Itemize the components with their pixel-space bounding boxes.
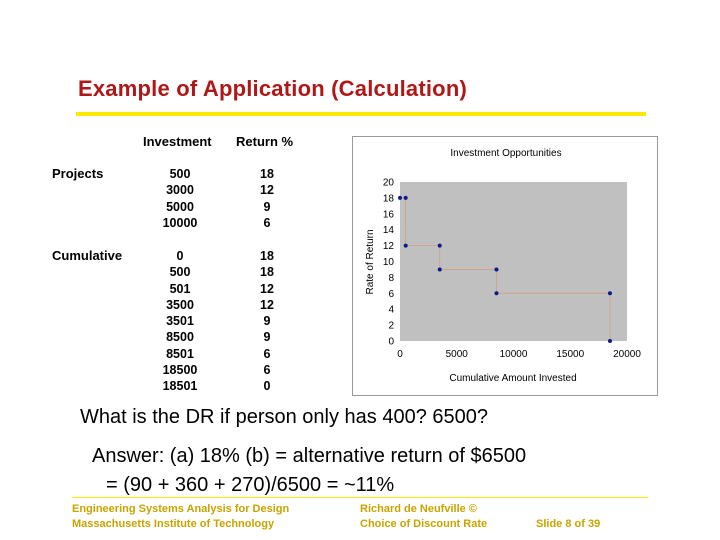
table-cell: 500	[169, 265, 191, 280]
y-tick-label: 10	[383, 257, 395, 268]
y-tick-label: 6	[388, 289, 394, 300]
y-tick-label: 2	[388, 321, 394, 332]
y-axis-label: Rate of Return	[365, 229, 376, 294]
footer-left: Engineering Systems Analysis for Design …	[72, 502, 289, 532]
table-cell: 6	[263, 215, 271, 230]
data-point	[494, 267, 499, 272]
table-cell: 3500	[166, 297, 194, 312]
table-cell: 9	[263, 314, 271, 329]
projects-investment-column: 500 3000 5000 10000	[150, 166, 210, 231]
table-cell: 6	[263, 363, 271, 378]
data-point	[403, 195, 408, 200]
x-tick-label: 10000	[500, 349, 528, 360]
cumulative-return-column: 18 18 12 12 9 9 6 6 0	[247, 248, 287, 395]
answer-line-2: = (90 + 360 + 270)/6500 = ~11%	[106, 474, 395, 496]
data-points	[398, 195, 612, 343]
table-cell: 9	[263, 199, 271, 214]
table-cell: 8500	[166, 330, 194, 345]
table-header-return: Return %	[236, 134, 294, 149]
investment-chart: Investment Opportunities Rate of Return …	[352, 136, 658, 396]
footer-institution: Massachusetts Institute of Technology	[72, 518, 275, 530]
table-cell: 501	[169, 281, 191, 296]
y-tick-label: 4	[388, 305, 394, 316]
y-tick-label: 8	[388, 273, 394, 284]
table-cell: 12	[260, 297, 274, 312]
y-tick-labels: 0 2 4 6 8 10 12 14 16 18 20	[383, 178, 395, 348]
plot-area	[400, 182, 627, 341]
title-underline	[76, 112, 646, 116]
table-cell: 18	[260, 249, 274, 263]
footer-rule	[72, 497, 648, 498]
step-lines	[400, 197, 611, 342]
table-cell: 18	[260, 167, 274, 181]
table-header-investment: Investment	[143, 134, 212, 149]
table-cell: 9	[263, 330, 271, 345]
footer-author: Richard de Neufville ©	[360, 503, 477, 515]
data-point	[403, 243, 408, 248]
table-cell: 6	[263, 346, 271, 361]
cumulative-investment-column: 0 500 501 3500 3501 8500 8501 18500 1850…	[150, 248, 210, 395]
table-cell: 10000	[162, 215, 198, 230]
x-tick-label: 0	[397, 349, 403, 360]
chart-title: Investment Opportunities	[450, 148, 561, 159]
y-tick-label: 18	[383, 193, 395, 204]
table-cell: 12	[260, 183, 274, 198]
table-cell: 12	[260, 281, 274, 296]
slide-title: Example of Application (Calculation)	[78, 76, 467, 101]
table-cell: 5000	[166, 199, 194, 214]
x-tick-label: 20000	[613, 349, 641, 360]
x-tick-labels: 0 5000 10000 15000 20000	[397, 349, 641, 360]
data-point	[398, 195, 402, 200]
data-point	[607, 291, 612, 296]
y-tick-label: 16	[383, 209, 395, 220]
projects-return-column: 18 12 9 6	[247, 166, 287, 231]
footer-center: Richard de Neufville © Choice of Discoun…	[360, 502, 487, 532]
footer-topic: Choice of Discount Rate	[360, 518, 488, 530]
footer-course: Engineering Systems Analysis for Design	[72, 503, 290, 515]
x-tick-label: 5000	[446, 349, 469, 360]
table-cell: 0	[176, 249, 184, 263]
data-point	[494, 291, 499, 296]
projects-label: Projects	[52, 166, 104, 181]
y-tick-label: 12	[383, 241, 395, 252]
chart-svg: Investment Opportunities Rate of Return …	[352, 136, 658, 396]
data-point	[437, 267, 442, 272]
data-point	[437, 243, 442, 248]
table-cell: 0	[263, 379, 271, 394]
table-cell: 18501	[162, 379, 198, 394]
data-point	[607, 339, 612, 343]
cumulative-label: Cumulative	[52, 248, 123, 263]
x-tick-label: 15000	[556, 349, 584, 360]
table-cell: 8501	[166, 346, 194, 361]
table-cell: 500	[169, 167, 191, 181]
x-axis-label: Cumulative Amount Invested	[449, 373, 576, 384]
answer-line-1: Answer: (a) 18% (b) = alternative return…	[92, 445, 527, 467]
table-cell: 18500	[162, 363, 198, 378]
footer-slide-number: Slide 8 of 39	[536, 518, 601, 530]
table-cell: 3000	[166, 183, 194, 198]
y-tick-label: 20	[383, 178, 395, 189]
table-cell: 3501	[166, 314, 194, 329]
table-cell: 18	[260, 265, 274, 280]
y-tick-label: 14	[383, 225, 395, 236]
question-text: What is the DR if person only has 400? 6…	[80, 406, 489, 428]
y-tick-label: 0	[388, 337, 394, 348]
